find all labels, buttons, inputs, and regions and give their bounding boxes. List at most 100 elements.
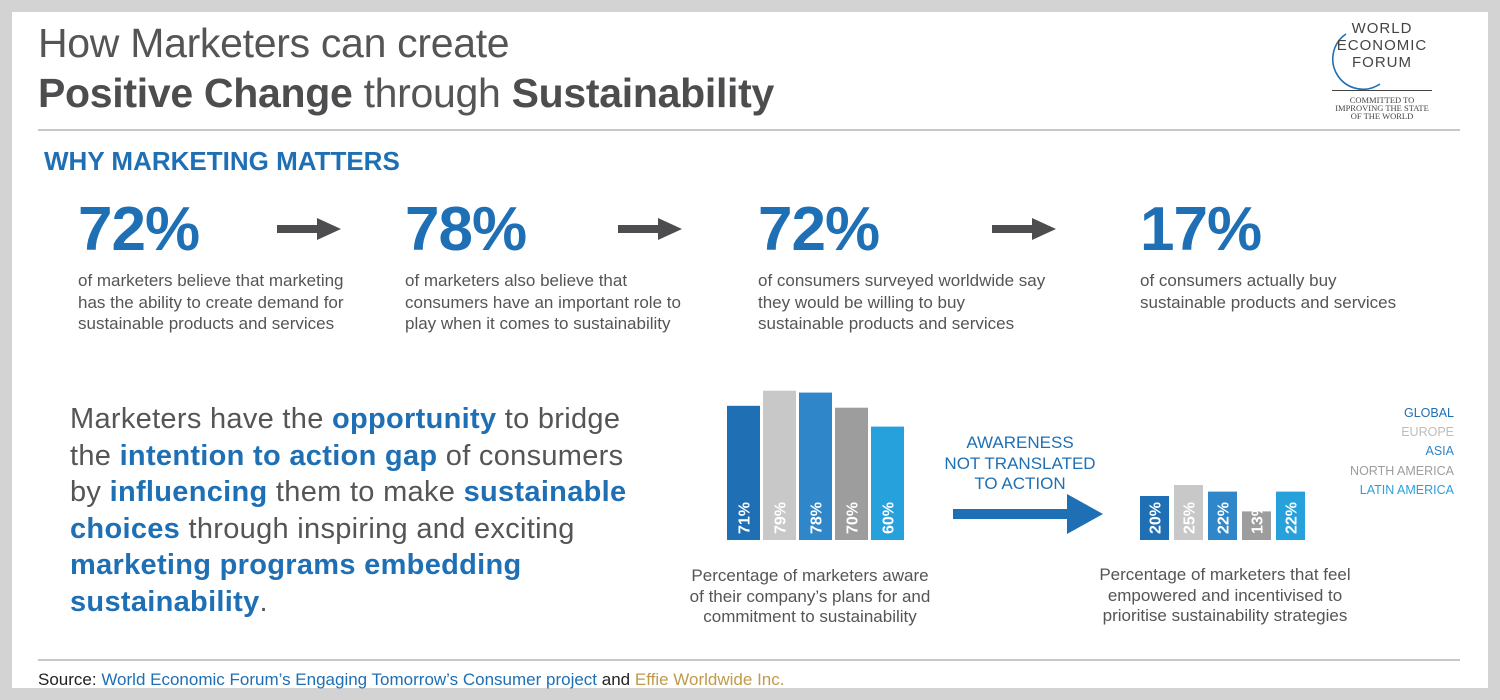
footer-divider: [38, 659, 1460, 661]
empowerment-bar-europe: [1174, 485, 1203, 540]
caption-line: Percentage of marketers that feel: [1099, 565, 1351, 584]
legend-item-europe: EUROPE: [1401, 425, 1454, 440]
logo-word-forum: FORUM: [1352, 54, 1412, 71]
source-and: and: [597, 670, 635, 689]
paragraph-text: .: [259, 585, 268, 618]
awareness-data-label: 60%: [881, 502, 898, 534]
stat-2-line: consumers have an important role to: [405, 292, 681, 312]
stat-2-line: play when it comes to sustainability: [405, 314, 671, 333]
stat-2-value: 78%: [405, 195, 527, 264]
paragraph-text: them to make: [267, 476, 464, 508]
paragraph-text: Marketers have the: [70, 403, 332, 435]
empowerment-bar-global: [1140, 496, 1169, 540]
right-arrow-icon: [618, 218, 682, 240]
gap-label-line: TO ACTION: [974, 474, 1066, 493]
stat-1: 72% of marketers believe that marketing …: [78, 196, 344, 335]
awareness-bar-latin-america: [871, 426, 904, 540]
logo-tagline-1: COMMITTED TO: [1349, 95, 1415, 105]
gap-label-line: AWARENESS: [966, 433, 1074, 452]
stat-1-value: 72%: [78, 195, 200, 264]
wef-logo: WORLD ECONOMIC FORUM COMMITTED TO IMPROV…: [1322, 18, 1442, 126]
empowerment-bar-asia: [1208, 491, 1237, 540]
stat-2-text: of marketers also believe that consumers…: [405, 270, 681, 335]
stat-1-line: sustainable products and services: [78, 314, 335, 333]
section-heading: WHY MARKETING MATTERS: [44, 146, 400, 176]
stat-1-line: has the ability to create demand for: [78, 292, 344, 312]
title-emphasis-sustainability: Sustainability: [511, 70, 775, 116]
legend-item-asia: ASIA: [1425, 444, 1455, 459]
awareness-data-label: 79%: [773, 502, 790, 534]
empowerment-data-label: 25%: [1182, 502, 1199, 534]
empowerment-data-label: 22%: [1284, 502, 1301, 534]
paragraph-text: through inspiring and exciting: [180, 512, 575, 545]
paragraph-emphasis: intention to action gap: [119, 439, 438, 472]
paragraph-emphasis: sustainable choices: [70, 476, 627, 545]
right-arrow-icon: [992, 218, 1056, 240]
stat-4-value: 17%: [1140, 195, 1262, 264]
awareness-bar-chart: 71% 79% 78% 70% 60%: [727, 390, 904, 540]
empowerment-data-label: 13%: [1250, 502, 1267, 534]
title-connector: through: [352, 70, 512, 116]
source-prefix: Source:: [38, 670, 102, 689]
empowerment-chart-caption: Percentage of marketers that feel empowe…: [1065, 565, 1385, 627]
awareness-data-label: 78%: [809, 502, 826, 534]
stat-3-line: they would be willing to buy: [758, 292, 965, 312]
gap-label: AWARENESS NOT TRANSLATED TO ACTION: [930, 433, 1110, 495]
stat-4-text: of consumers actually buy sustainable pr…: [1140, 270, 1396, 313]
header-divider: [38, 129, 1460, 131]
stat-3-line: sustainable products and services: [758, 314, 1015, 333]
stat-1-text: of marketers believe that marketing has …: [78, 270, 344, 335]
stat-3-value: 72%: [758, 195, 880, 264]
awareness-bar-north-america: [835, 407, 868, 540]
empowerment-bar-north-america: [1242, 511, 1271, 540]
caption-line: Percentage of marketers aware: [691, 566, 929, 585]
empowerment-bar-chart: 20% 25% 22% 13% 22%: [1140, 485, 1305, 540]
title-emphasis-positive-change: Positive Change: [38, 70, 353, 116]
stat-4-line: of consumers actually buy: [1140, 271, 1337, 290]
gap-label-line: NOT TRANSLATED: [944, 453, 1096, 473]
source-effie: Effie Worldwide Inc.: [634, 670, 785, 689]
page-title-line-1: How Marketers can create: [38, 20, 510, 66]
empowerment-data-label: 20%: [1148, 502, 1165, 534]
stat-2: 78% of marketers also believe that consu…: [405, 196, 681, 335]
awareness-chart-caption: Percentage of marketers aware of their c…: [660, 566, 960, 628]
paragraph-emphasis: marketing programs embedding sustainabil…: [70, 549, 522, 618]
logo-tagline-3: OF THE WORLD: [1350, 111, 1414, 121]
right-arrow-icon: [277, 218, 341, 240]
logo-word-world: WORLD: [1351, 20, 1413, 37]
awareness-bar-europe: [763, 390, 796, 540]
empowerment-bar-latin-america: [1276, 491, 1305, 540]
logo-word-economic: ECONOMIC: [1336, 37, 1428, 54]
caption-line: prioritise sustainability strategies: [1102, 606, 1348, 625]
wef-logo-arc-icon: [1332, 33, 1381, 90]
legend-item-latin-america: LATIN AMERICA: [1359, 482, 1454, 497]
awareness-bar-asia: [799, 392, 832, 540]
stat-1-line: of marketers believe that marketing: [78, 271, 344, 290]
caption-line: of their company’s plans for and: [689, 586, 931, 606]
stat-2-line: of marketers also believe that: [405, 271, 628, 290]
gap-arrow-icon: [953, 494, 1103, 534]
logo-divider: [1332, 90, 1432, 91]
paragraph-emphasis: opportunity: [332, 403, 497, 435]
legend-item-global: GLOBAL: [1403, 406, 1454, 420]
source-line: Source: World Economic Forum’s Engaging …: [38, 670, 784, 690]
page-title-line-2: Positive Change through Sustainability: [38, 70, 774, 117]
caption-line: empowered and incentivised to: [1107, 585, 1343, 605]
stat-3-line: of consumers surveyed worldwide say: [758, 271, 1046, 290]
stat-4: 17% of consumers actually buy sustainabl…: [1140, 196, 1396, 313]
paragraph-emphasis: influencing: [109, 476, 268, 508]
empowerment-data-label: 22%: [1216, 502, 1233, 534]
awareness-data-label: 71%: [737, 502, 754, 534]
paragraph-text: of consumers by: [70, 439, 624, 509]
awareness-bar-global: [727, 405, 760, 540]
logo-tagline-2: IMPROVING THE STATE: [1335, 103, 1429, 113]
awareness-data-label: 70%: [845, 502, 862, 534]
legend-item-north-america: NORTH AMERICA: [1350, 463, 1454, 478]
stat-4-line: sustainable products and services: [1140, 292, 1397, 312]
source-wef-project: World Economic Forum’s Engaging Tomorrow…: [101, 670, 598, 689]
caption-line: commitment to sustainability: [703, 607, 917, 626]
chart-legend: GLOBAL EUROPE ASIA NORTH AMERICA LATIN A…: [1330, 404, 1454, 500]
paragraph-text: to bridge the: [70, 403, 621, 472]
